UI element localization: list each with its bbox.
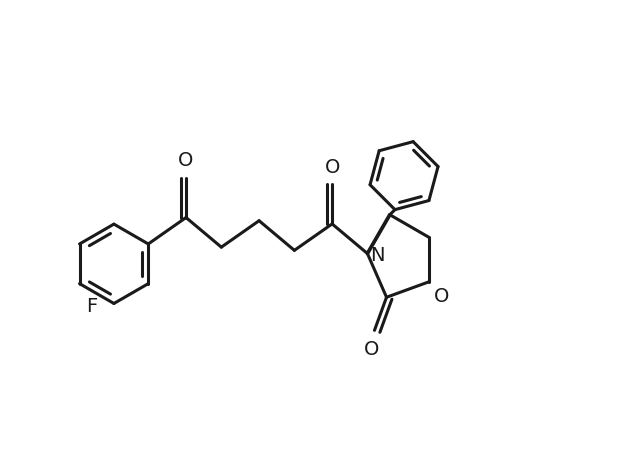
Text: N: N (371, 246, 385, 265)
Text: O: O (179, 151, 194, 170)
Text: O: O (434, 287, 449, 306)
Text: F: F (86, 297, 97, 316)
Text: O: O (324, 157, 340, 177)
Text: O: O (364, 340, 379, 359)
